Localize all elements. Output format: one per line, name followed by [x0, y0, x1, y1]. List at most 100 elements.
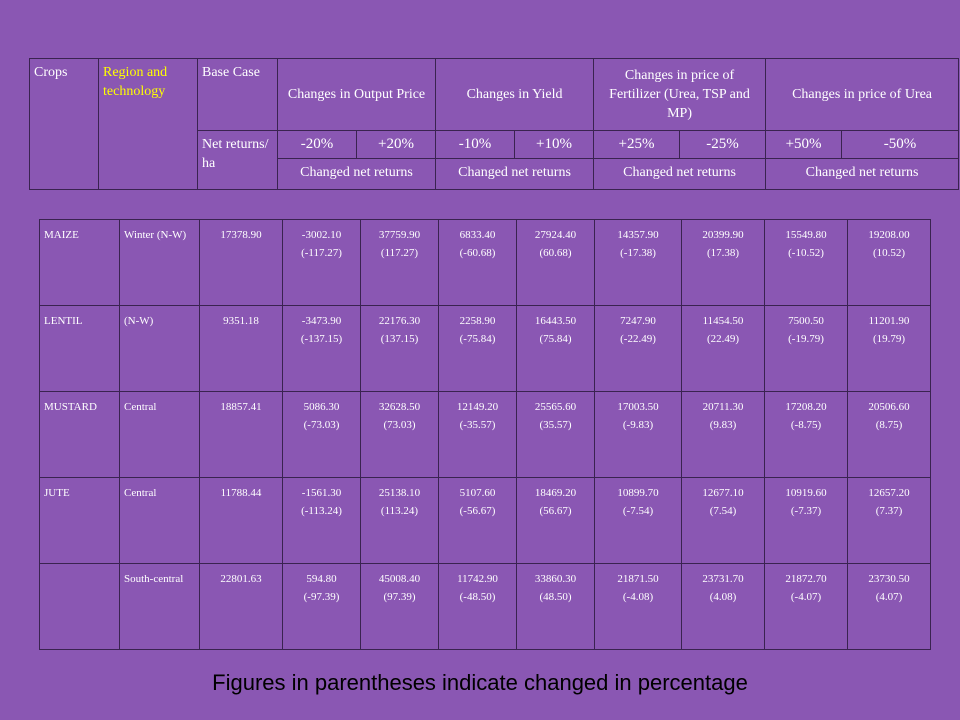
value-cell: 25565.60 (35.57) — [516, 391, 595, 478]
net-return-value: 11454.50 — [702, 315, 744, 327]
net-return-value: 10919.60 — [785, 487, 827, 499]
crop-cell: JUTE — [39, 477, 120, 564]
value-cell: 10919.60 (-7.37) — [764, 477, 848, 564]
percent-change-value: (-60.68) — [459, 247, 496, 259]
percent-change-value: (97.39) — [383, 591, 416, 603]
percent-change-value: (-48.50) — [459, 591, 496, 603]
region-cell: (N-W) — [119, 305, 200, 392]
footnote: Figures in parentheses indicate changed … — [212, 670, 748, 695]
percent-change-value: (-97.39) — [303, 591, 340, 603]
value-cell: -3002.10 (-117.27) — [282, 219, 361, 306]
data-table: MAIZE Winter (N-W) 17378.90 -3002.10 (-117.2… — [39, 219, 931, 650]
percent-change-value: (117.27) — [380, 247, 419, 259]
net-return-value: 25138.10 — [378, 487, 421, 499]
percent-change-value: (17.38) — [706, 247, 740, 259]
net-return-value: 12677.10 — [702, 487, 744, 499]
region-cell: South-central — [119, 563, 200, 650]
net-return-value: 20711.30 — [702, 401, 744, 413]
value-cell: 23730.50 (4.07) — [847, 563, 931, 650]
percent-change-value: (60.68) — [539, 247, 572, 259]
header-pct: -20% — [277, 130, 357, 159]
net-return-value: 20506.60 — [868, 401, 910, 413]
percent-change-value: (73.03) — [383, 419, 416, 431]
table-row: JUTE Central 11788.44 -1561.30 (-113.24) 2513… — [39, 477, 931, 564]
value-cell: 25138.10 (113.24) — [360, 477, 439, 564]
value-cell: 12657.20 (7.37) — [847, 477, 931, 564]
header-crops: Crops — [29, 58, 99, 190]
value-cell: 6833.40 (-60.68) — [438, 219, 517, 306]
net-return-value: 11742.90 — [457, 573, 498, 585]
header-pct: +25% — [593, 130, 681, 159]
percent-change-value: (-10.52) — [788, 247, 824, 259]
percent-change-value: (-35.57) — [459, 419, 496, 431]
value-cell: 21872.70 (-4.07) — [764, 563, 848, 650]
net-return-value: 6833.40 — [459, 229, 496, 241]
net-return-value: -1561.30 — [301, 487, 342, 499]
value-cell: 12677.10 (7.54) — [681, 477, 765, 564]
percent-change-value: (4.08) — [709, 591, 737, 603]
base-case-cell: 18857.41 — [199, 391, 283, 478]
net-return-value: 15549.80 — [785, 229, 827, 241]
percent-change-value: (-22.49) — [620, 333, 656, 345]
header-changed-net-returns: Changed net returns — [765, 158, 960, 190]
value-cell: 45008.40 (97.39) — [360, 563, 439, 650]
net-return-value: 5086.30 — [303, 401, 340, 413]
net-return-value: 11201.90 — [868, 315, 910, 327]
net-return-value: 21872.70 — [785, 573, 827, 585]
value-cell: 15549.80 (-10.52) — [764, 219, 848, 306]
table-row: MAIZE Winter (N-W) 17378.90 -3002.10 (-117.2… — [39, 219, 931, 306]
value-cell: 5107.60 (-56.67) — [438, 477, 517, 564]
percent-change-value: (-4.07) — [790, 591, 822, 603]
header-changed-net-returns: Changed net returns — [276, 158, 437, 190]
percent-change-value: (-7.37) — [790, 505, 822, 517]
percent-change-value: (-17.38) — [620, 247, 656, 259]
value-cell: 7500.50 (-19.79) — [764, 305, 848, 392]
value-cell: 27924.40 (60.68) — [516, 219, 595, 306]
crop-cell — [39, 563, 120, 650]
value-cell: 11742.90 (-48.50) — [438, 563, 517, 650]
net-return-value: 45008.40 — [378, 573, 421, 585]
percent-change-value: (56.67) — [539, 505, 572, 517]
value-cell: 11201.90 (19.79) — [847, 305, 931, 392]
header-output-price: Changes in Output Price — [276, 58, 437, 131]
value-cell: 22176.30 (137.15) — [360, 305, 439, 392]
header-pct: -25% — [679, 130, 767, 159]
net-return-value: 10899.70 — [617, 487, 659, 499]
percent-change-value: (48.50) — [539, 591, 572, 603]
header-net-returns: Net returns/ ha — [197, 130, 278, 190]
value-cell: 12149.20 (-35.57) — [438, 391, 517, 478]
percent-change-value: (-117.27) — [301, 247, 342, 259]
header-pct: +10% — [514, 130, 595, 159]
value-cell: 2258.90 (-75.84) — [438, 305, 517, 392]
percent-change-value: (35.57) — [539, 419, 572, 431]
percent-change-value: (8.75) — [875, 419, 903, 431]
percent-change-value: (19.79) — [872, 333, 906, 345]
header-urea: Changes in price of Urea — [765, 58, 960, 131]
net-return-value: 12657.20 — [868, 487, 910, 499]
net-return-value: 23730.50 — [868, 573, 910, 585]
header-pct: +20% — [355, 130, 437, 159]
header-fertilizer: Changes in price of Fertilizer (Urea, TS… — [593, 58, 767, 131]
value-cell: 32628.50 (73.03) — [360, 391, 439, 478]
percent-change-value: (-19.79) — [788, 333, 824, 345]
percent-change-value: (75.84) — [539, 333, 572, 345]
value-cell: 37759.90 (117.27) — [360, 219, 439, 306]
value-cell: 23731.70 (4.08) — [681, 563, 765, 650]
header-changed-net-returns: Changed net returns — [435, 158, 595, 190]
region-cell: Central — [119, 477, 200, 564]
net-return-value: 21871.50 — [617, 573, 659, 585]
table-row: South-central 22801.63 594.80 (-97.39) 45008… — [39, 563, 931, 650]
net-return-value: 25565.60 — [534, 401, 577, 413]
net-return-value: 32628.50 — [378, 401, 421, 413]
value-cell: 17208.20 (-8.75) — [764, 391, 848, 478]
net-return-value: 17208.20 — [785, 401, 827, 413]
percent-change-value: (-75.84) — [459, 333, 496, 345]
net-return-value: 33860.30 — [534, 573, 577, 585]
value-cell: 7247.90 (-22.49) — [594, 305, 682, 392]
net-return-value: 23731.70 — [702, 573, 744, 585]
base-case-cell: 22801.63 — [199, 563, 283, 650]
percent-change-value: (10.52) — [872, 247, 906, 259]
net-return-value: 19208.00 — [868, 229, 910, 241]
value-cell: 18469.20 (56.67) — [516, 477, 595, 564]
net-return-value: 17003.50 — [617, 401, 659, 413]
